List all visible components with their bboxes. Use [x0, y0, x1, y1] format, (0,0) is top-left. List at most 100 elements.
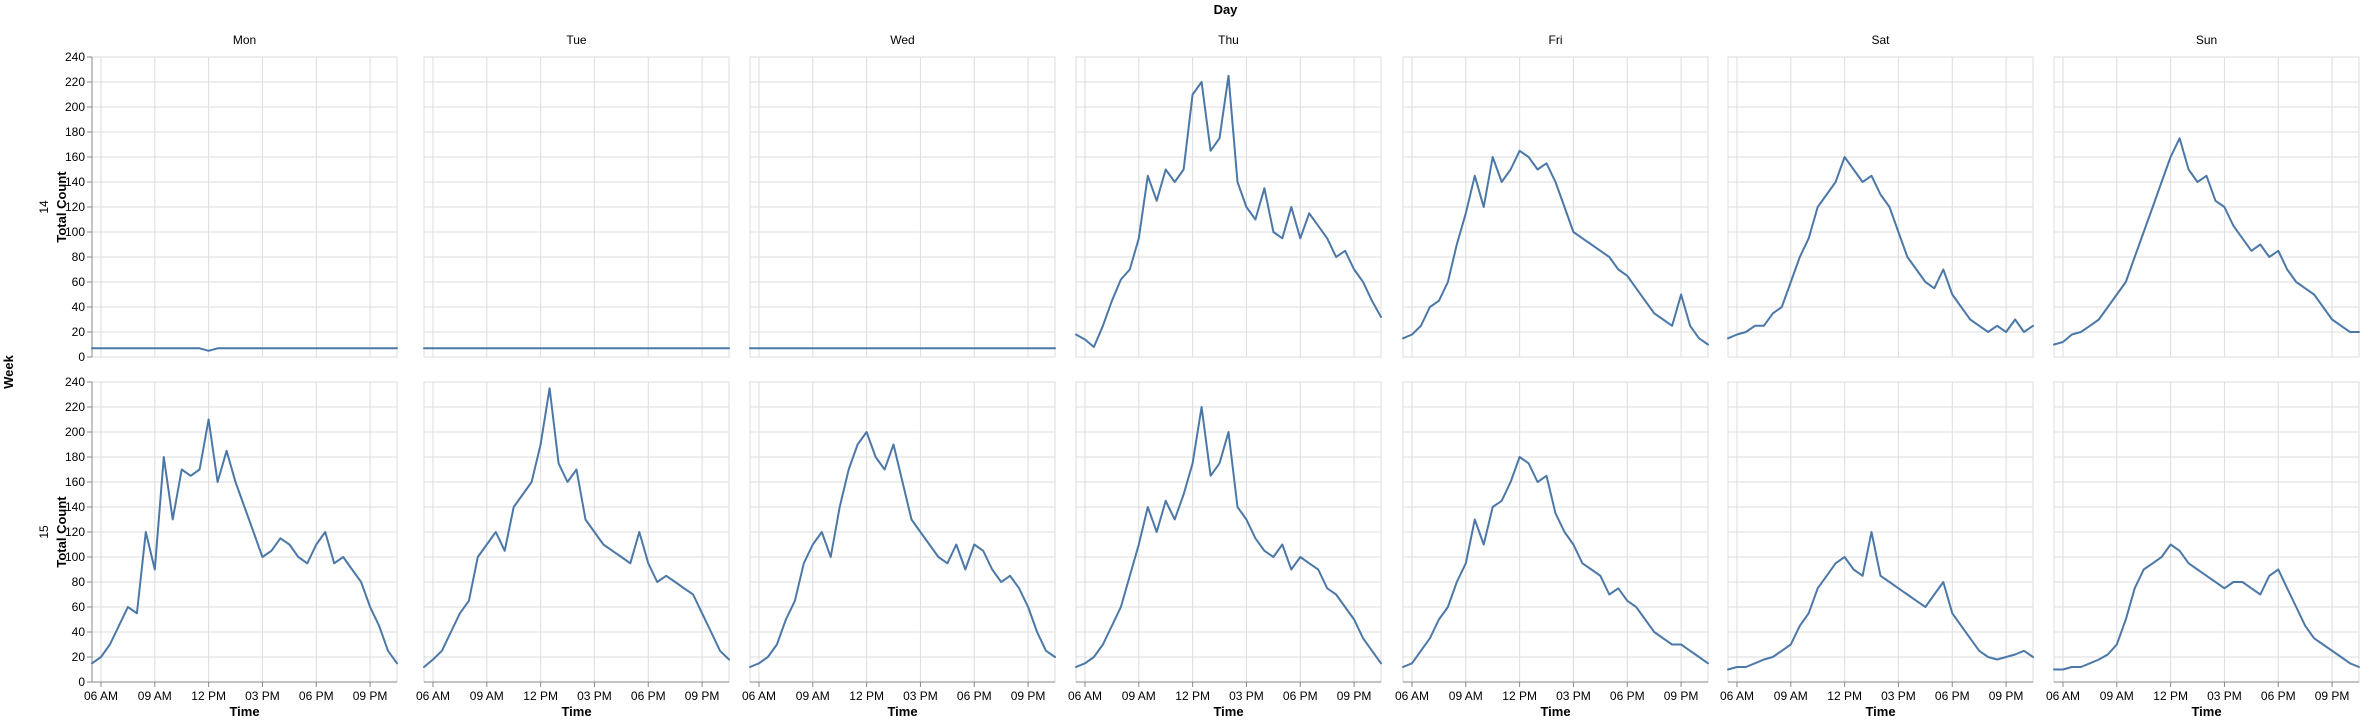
x-tick-label: 06 PM — [957, 689, 992, 703]
x-tick-label: 09 AM — [796, 689, 830, 703]
x-tick-label: 06 PM — [1610, 689, 1645, 703]
series-line — [2053, 137, 2360, 346]
gridlines — [750, 381, 1055, 683]
x-axis-title: Time — [1865, 704, 1895, 719]
x-tick-label: 06 PM — [2261, 689, 2296, 703]
y-tick-label: 100 — [65, 550, 85, 564]
panel-frame — [749, 56, 1056, 358]
series-line — [1727, 531, 2034, 671]
x-tick-label: 09 PM — [1337, 689, 1372, 703]
x-tick-label: 09 AM — [1774, 689, 1808, 703]
x-tick-label: 09 PM — [1989, 689, 2024, 703]
panel-frame — [2053, 56, 2360, 358]
y-tick-label: 140 — [65, 500, 85, 514]
panel-frame — [423, 56, 730, 358]
x-tick-label: 06 PM — [1283, 689, 1318, 703]
y-tick-label: 120 — [65, 200, 85, 214]
x-tick-label: 06 AM — [742, 689, 776, 703]
x-tick-label: 03 PM — [1229, 689, 1264, 703]
x-tick-label: 12 PM — [1175, 689, 1210, 703]
y-tick-label: 120 — [65, 525, 85, 539]
panel-week15-thu: 06 AM 09 AM 12 PM 03 PM 06 PM 09 PM Time — [1068, 381, 1382, 719]
x-tick-label: 06 AM — [84, 689, 118, 703]
x-tick-label: 09 AM — [1449, 689, 1483, 703]
x-tick-label: 12 PM — [2153, 689, 2188, 703]
gridlines — [92, 56, 397, 358]
y-tick-label: 80 — [72, 250, 86, 264]
column-header-thu: Thu — [1218, 33, 1239, 47]
gridlines — [92, 381, 397, 683]
y-tick-label: 20 — [72, 325, 86, 339]
y-tick-label: 0 — [78, 350, 85, 364]
x-tick-label: 03 PM — [903, 689, 938, 703]
panel-week15-sat: 06 AM 09 AM 12 PM 03 PM 06 PM 09 PM Time — [1720, 381, 2034, 719]
gridlines — [750, 56, 1055, 358]
column-header-mon: Mon — [233, 33, 256, 47]
x-tick-label: 03 PM — [1881, 689, 1916, 703]
y-tick-label: 60 — [72, 600, 86, 614]
series-line — [1075, 406, 1382, 668]
x-tick-label: 12 PM — [191, 689, 226, 703]
y-tick-label: 220 — [65, 400, 85, 414]
series-line — [91, 418, 398, 665]
x-tick-label: 09 PM — [2315, 689, 2350, 703]
column-header-tue: Tue — [566, 33, 587, 47]
x-tick-label: 06 AM — [416, 689, 450, 703]
y-tick-label: 80 — [72, 575, 86, 589]
y-tick-label: 60 — [72, 275, 86, 289]
x-tick-label: 06 PM — [299, 689, 334, 703]
panel-week14-sun — [2053, 56, 2360, 358]
series-line — [749, 431, 1056, 668]
x-tick-label: 12 PM — [1827, 689, 1862, 703]
panel-week14-mon: 0 20 40 60 80 100 120 140 160 180 200 220 240 — [65, 50, 398, 364]
x-tick-label: 09 PM — [1011, 689, 1046, 703]
y-tick-label: 160 — [65, 475, 85, 489]
x-tick-label: 03 PM — [577, 689, 612, 703]
y-tick-label: 200 — [65, 425, 85, 439]
y-tick-label: 240 — [65, 50, 85, 64]
gridlines — [1403, 381, 1708, 683]
facet-column-title: Day — [1214, 2, 1239, 17]
x-tick-label: 03 PM — [2207, 689, 2242, 703]
x-tick-label: 06 AM — [2046, 689, 2080, 703]
gridlines — [424, 56, 729, 358]
y-tick-label: 40 — [72, 625, 86, 639]
x-tick-label: 06 AM — [1395, 689, 1429, 703]
gridlines — [1728, 381, 2033, 683]
x-tick-label: 06 PM — [631, 689, 666, 703]
series-line — [91, 347, 398, 352]
column-header-wed: Wed — [890, 33, 914, 47]
x-tick-label: 03 PM — [1556, 689, 1591, 703]
gridlines — [2054, 56, 2359, 358]
y-axis-title: Total Count — [54, 171, 69, 243]
y-tick-label: 240 — [65, 375, 85, 389]
x-axis-title: Time — [229, 704, 259, 719]
y-axis-title: Total Count — [54, 496, 69, 568]
panel-frame — [1075, 56, 1382, 358]
x-tick-label: 12 PM — [849, 689, 884, 703]
x-tick-label: 09 AM — [470, 689, 504, 703]
panel-frame — [1727, 56, 2034, 358]
series-line — [1075, 74, 1382, 348]
x-axis-title: Time — [887, 704, 917, 719]
y-tick-label: 220 — [65, 75, 85, 89]
panel-frame — [1402, 56, 1709, 358]
column-header-fri: Fri — [1549, 33, 1563, 47]
x-tick-label: 09 AM — [138, 689, 172, 703]
row-header-14: 14 — [37, 200, 51, 214]
y-tick-label: 180 — [65, 125, 85, 139]
y-tick-label: 140 — [65, 175, 85, 189]
x-tick-label: 09 AM — [1122, 689, 1156, 703]
x-tick-label: 12 PM — [523, 689, 558, 703]
x-axis-title: Time — [1213, 704, 1243, 719]
x-tick-label: 09 PM — [1664, 689, 1699, 703]
series-line — [1402, 149, 1709, 346]
gridlines — [424, 381, 729, 683]
x-tick-label: 06 AM — [1720, 689, 1754, 703]
x-axis-title: Time — [1540, 704, 1570, 719]
x-tick-label: 03 PM — [245, 689, 280, 703]
panel-week14-tue — [423, 56, 730, 358]
series-line — [423, 387, 730, 668]
gridlines — [1076, 381, 1381, 683]
